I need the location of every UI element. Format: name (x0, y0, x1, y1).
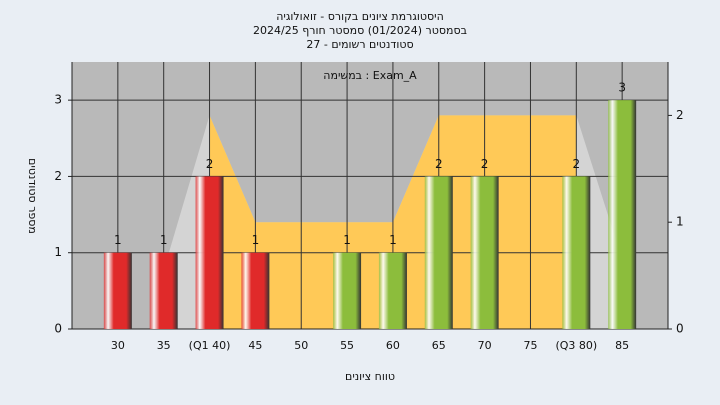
y-tick-label: 3 (54, 93, 62, 107)
x-tick-label: 35 (157, 339, 171, 352)
chart-title: היסטוגרמת ציונים בקורס - זואולוגיה (276, 10, 444, 23)
data-label: 1 (343, 233, 351, 247)
data-label: 2 (435, 157, 443, 171)
y2-tick-label: 1 (676, 215, 684, 229)
bar (149, 252, 178, 329)
data-label: 2 (572, 157, 580, 171)
y2-tick-label: 0 (676, 322, 684, 336)
x-axis-label: טווח ציונים (345, 370, 395, 383)
x-tick-label: 65 (432, 339, 446, 352)
bar (470, 176, 499, 329)
bar (608, 100, 637, 330)
x-tick-label: 70 (478, 339, 492, 352)
x-tick-label: 50 (294, 339, 308, 352)
bar (241, 252, 270, 329)
bar (103, 252, 132, 329)
annotation: במשימה : Exam_A (323, 69, 417, 82)
chart-subtitle: בסמסטר (01/2024) סמסטר חורף 2024/25 (253, 24, 467, 37)
chart-subtitle: סטודנטים רשומים - 27 (306, 38, 413, 51)
x-tick-label: 45 (248, 339, 262, 352)
data-label: 2 (481, 157, 489, 171)
x-tick-label: (Q1 40) (189, 339, 231, 352)
data-label: 1 (389, 233, 397, 247)
x-tick-label: 30 (111, 339, 125, 352)
data-label: 3 (618, 81, 626, 95)
x-tick-label: (Q3 80) (555, 339, 597, 352)
x-tick-label: 55 (340, 339, 354, 352)
bar (562, 176, 591, 329)
y-tick-label: 2 (54, 169, 62, 183)
y-axis-label: מספר סטודנטים (26, 158, 39, 234)
bar (378, 252, 407, 329)
data-label: 1 (114, 233, 122, 247)
bar (333, 252, 362, 329)
bar (424, 176, 453, 329)
x-tick-label: 85 (615, 339, 629, 352)
x-tick-label: 60 (386, 339, 400, 352)
y-tick-label: 1 (54, 245, 62, 259)
y2-tick-label: 2 (676, 108, 684, 122)
bar (195, 176, 224, 329)
data-label: 1 (160, 233, 168, 247)
y-tick-label: 0 (54, 322, 62, 336)
data-label: 1 (252, 233, 260, 247)
data-label: 2 (206, 157, 214, 171)
x-tick-label: 75 (523, 339, 537, 352)
